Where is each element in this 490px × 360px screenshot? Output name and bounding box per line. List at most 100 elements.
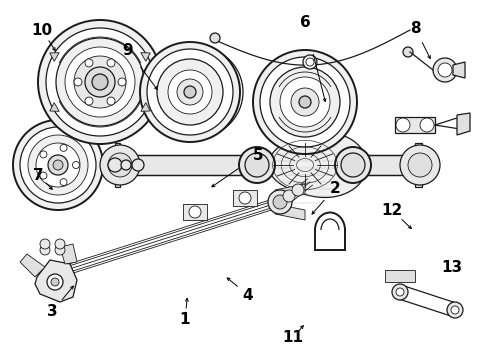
Circle shape — [299, 96, 311, 108]
Circle shape — [268, 190, 292, 214]
Circle shape — [55, 239, 65, 249]
Circle shape — [273, 195, 287, 209]
Circle shape — [85, 59, 93, 67]
Text: 13: 13 — [441, 261, 463, 275]
Polygon shape — [50, 53, 59, 61]
Circle shape — [65, 47, 135, 117]
Circle shape — [157, 59, 223, 125]
Circle shape — [108, 158, 122, 172]
Circle shape — [74, 56, 126, 108]
Circle shape — [335, 147, 371, 183]
Circle shape — [140, 42, 240, 142]
Polygon shape — [275, 184, 305, 200]
Circle shape — [147, 49, 233, 135]
Circle shape — [60, 179, 67, 186]
Circle shape — [118, 78, 126, 86]
Circle shape — [396, 288, 404, 296]
Circle shape — [85, 67, 115, 97]
Text: 2: 2 — [330, 180, 341, 195]
Text: 10: 10 — [31, 23, 52, 37]
Circle shape — [20, 127, 96, 203]
Polygon shape — [183, 204, 207, 220]
Circle shape — [73, 162, 79, 168]
Text: 3: 3 — [47, 305, 57, 320]
Circle shape — [408, 153, 432, 177]
Polygon shape — [120, 155, 257, 175]
Text: 6: 6 — [299, 14, 310, 30]
Circle shape — [107, 59, 115, 67]
Circle shape — [438, 63, 452, 77]
Circle shape — [280, 77, 330, 127]
Text: 9: 9 — [122, 42, 133, 58]
Circle shape — [403, 47, 413, 57]
Circle shape — [184, 86, 196, 98]
Circle shape — [13, 120, 103, 210]
Circle shape — [40, 172, 47, 179]
Text: 4: 4 — [243, 288, 253, 302]
Circle shape — [46, 28, 154, 136]
Circle shape — [36, 143, 80, 187]
Circle shape — [451, 306, 459, 314]
Circle shape — [260, 57, 350, 147]
Circle shape — [56, 38, 144, 126]
Polygon shape — [353, 155, 420, 175]
Polygon shape — [275, 204, 305, 220]
Circle shape — [396, 118, 410, 132]
Circle shape — [107, 97, 115, 105]
Circle shape — [177, 79, 203, 105]
Circle shape — [60, 144, 67, 152]
Polygon shape — [457, 113, 470, 135]
Polygon shape — [50, 103, 59, 111]
Circle shape — [306, 58, 314, 66]
Circle shape — [28, 135, 88, 195]
Circle shape — [303, 55, 317, 69]
Circle shape — [210, 33, 220, 43]
Circle shape — [40, 239, 50, 249]
Circle shape — [447, 302, 463, 318]
Circle shape — [400, 145, 440, 185]
Circle shape — [55, 245, 65, 255]
Circle shape — [420, 118, 434, 132]
Circle shape — [253, 50, 357, 154]
Circle shape — [341, 153, 365, 177]
Polygon shape — [20, 254, 45, 277]
Polygon shape — [35, 260, 77, 302]
Circle shape — [433, 58, 457, 82]
Circle shape — [108, 153, 132, 177]
Circle shape — [132, 159, 144, 171]
Circle shape — [85, 97, 93, 105]
Circle shape — [100, 145, 140, 185]
Circle shape — [40, 245, 50, 255]
Circle shape — [38, 20, 162, 144]
Circle shape — [270, 67, 340, 137]
Circle shape — [121, 160, 131, 170]
Circle shape — [245, 153, 269, 177]
Circle shape — [283, 190, 295, 202]
Circle shape — [392, 284, 408, 300]
Text: 8: 8 — [410, 21, 420, 36]
Polygon shape — [269, 132, 367, 198]
Text: 5: 5 — [253, 148, 263, 162]
Circle shape — [161, 55, 235, 129]
Circle shape — [47, 274, 63, 290]
Circle shape — [53, 160, 63, 170]
Circle shape — [292, 184, 304, 196]
Polygon shape — [115, 143, 120, 187]
Text: 12: 12 — [381, 202, 403, 217]
Circle shape — [92, 74, 108, 90]
Text: 1: 1 — [180, 312, 190, 328]
Circle shape — [51, 278, 59, 286]
Polygon shape — [141, 53, 150, 61]
Text: 11: 11 — [283, 330, 303, 346]
Circle shape — [291, 88, 319, 116]
Circle shape — [153, 47, 243, 137]
Text: 7: 7 — [33, 167, 43, 183]
Circle shape — [239, 192, 251, 204]
Circle shape — [189, 206, 201, 218]
Polygon shape — [415, 143, 422, 187]
Circle shape — [48, 155, 68, 175]
Polygon shape — [453, 62, 465, 78]
Circle shape — [40, 151, 47, 158]
Circle shape — [239, 147, 275, 183]
Polygon shape — [395, 117, 435, 133]
